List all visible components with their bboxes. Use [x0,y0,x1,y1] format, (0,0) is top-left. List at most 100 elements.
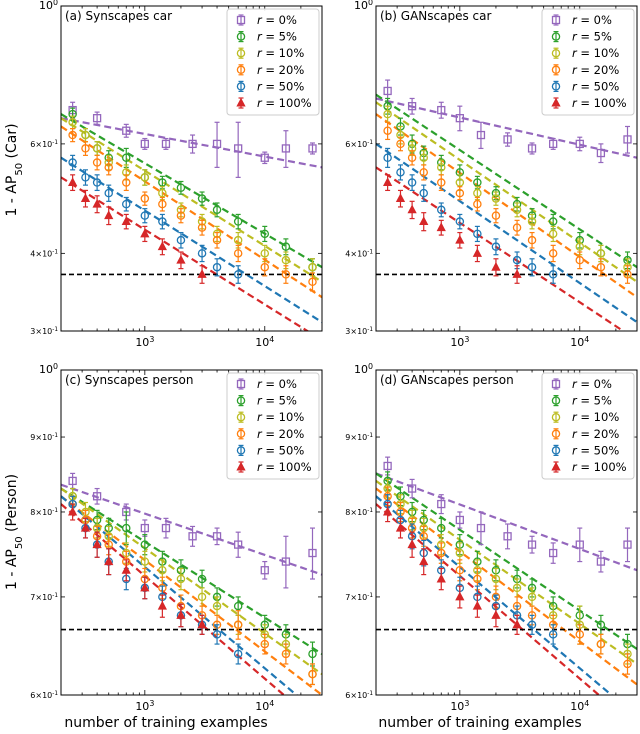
y-tick-label: 6×10-1 [30,140,58,149]
data-point-r-0 [234,144,243,153]
legend: r = 0% r = 5% r = 10% r = 20% r = 50% r = 100… [226,8,320,116]
data-point-r-20 [281,649,291,659]
data-point-r-10 [491,194,501,203]
legend-label-r-5: r = 5% [257,30,297,44]
data-point-r-10 [158,565,167,575]
data-point-r-0 [383,461,392,471]
legend-label-r-0: r = 0% [257,13,297,27]
data-point-r-50 [527,262,537,272]
fit-line-r-20 [376,113,637,299]
data-point-r-20 [455,565,465,575]
fit-line-r-0 [376,472,637,572]
data-point-r-100 [407,539,417,549]
x-tick-label: 103 [135,699,154,714]
y-tick-label: 4×10-1 [345,249,373,258]
data-point-r-0 [140,139,149,149]
legend-box [226,372,320,480]
fit-line-r-5 [61,113,322,269]
data-point-r-20 [140,194,150,203]
data-point-r-20 [383,126,392,135]
y-tick-label: 3×10-1 [345,327,373,336]
data-point-r-5 [197,574,207,584]
data-point-r-0 [92,114,102,123]
data-point-r-20 [396,139,405,149]
data-point-r-20 [176,211,186,220]
fit-line-r-20 [61,125,322,299]
data-point-r-10 [68,118,77,127]
data-point-r-20 [548,249,558,258]
data-point-r-100 [395,193,406,203]
data-point-r-100 [395,522,406,532]
data-point-r-0 [437,499,446,509]
panel-title: (c) Synscapes person [65,373,194,387]
data-point-r-100 [407,204,417,214]
plot-area [376,456,637,695]
data-point-r-20 [437,178,446,187]
data-point-r-5 [122,153,131,162]
fit-line-r-10 [61,487,322,676]
data-point-r-20 [158,199,167,209]
data-point-r-100 [80,522,91,532]
data-point-r-0 [308,144,317,153]
legend-marker-r-20 [551,429,561,439]
panel-title: (d) GANscapes person [380,373,514,387]
legend-marker-r-50 [551,82,561,91]
legend: r = 0% r = 5% r = 10% r = 20% r = 50% r = 100… [541,372,635,480]
x-tick-label: 104 [570,335,589,350]
data-point-r-0 [527,144,537,153]
data-point-r-0 [212,532,222,541]
fit-line-r-50 [61,156,322,324]
legend-marker-r-100 [236,97,246,107]
fit-line-r-10 [376,101,637,283]
y-tick-label: 100 [354,0,373,12]
data-point-r-20 [92,158,102,167]
y-tick-label: 4×10-1 [30,249,58,258]
fit-line-r-100 [376,503,601,695]
fit-line-r-100 [61,176,310,331]
y-tick-label: 9×10-1 [345,433,373,442]
data-point-r-0 [281,557,291,566]
data-point-r-100 [512,269,522,278]
data-point-r-20 [455,188,465,198]
fit-line-r-5 [376,93,637,269]
plot-area [376,79,637,331]
legend-label-r-100: r = 100% [257,96,312,110]
data-point-r-50 [212,630,222,639]
legend-label-r-10: r = 10% [572,46,619,60]
legend-marker-r-50 [236,446,246,455]
legend-box [541,8,635,116]
data-point-r-20 [212,235,222,245]
data-point-r-10 [596,249,606,258]
legend-marker-r-20 [551,65,561,75]
data-point-r-10 [92,144,102,153]
data-point-r-5 [140,540,150,549]
data-point-r-50 [212,262,222,272]
data-point-r-50 [176,235,186,245]
data-point-r-50 [512,255,522,265]
data-point-r-10 [527,217,537,226]
data-point-r-10 [455,548,465,558]
data-point-r-10 [197,592,207,602]
data-point-r-100 [197,619,207,629]
legend-marker-r-5 [551,396,561,405]
data-point-r-0 [161,523,171,533]
legend-label-r-20: r = 20% [257,427,304,441]
y-tick-label: 8×10-1 [345,508,373,517]
fit-line-r-5 [376,472,637,650]
data-point-r-20 [419,168,428,177]
legend-label-r-20: r = 20% [257,63,304,77]
legend-marker-r-50 [551,446,561,455]
data-point-r-20 [81,144,90,153]
fit-line-r-50 [61,495,299,695]
data-point-r-5 [281,242,291,251]
legend-label-r-10: r = 10% [257,410,304,424]
data-point-r-5 [197,194,207,203]
data-point-r-20 [308,669,317,679]
data-point-r-50 [68,158,77,167]
data-point-r-20 [197,223,207,232]
panel-synscapes-car: 103 104 100 6×10-1 4×10-1 3×10-1 (a) Synscapes… [30,0,323,349]
data-point-r-20 [407,153,417,162]
data-point-r-10 [491,574,501,584]
data-point-r-0 [596,557,606,566]
